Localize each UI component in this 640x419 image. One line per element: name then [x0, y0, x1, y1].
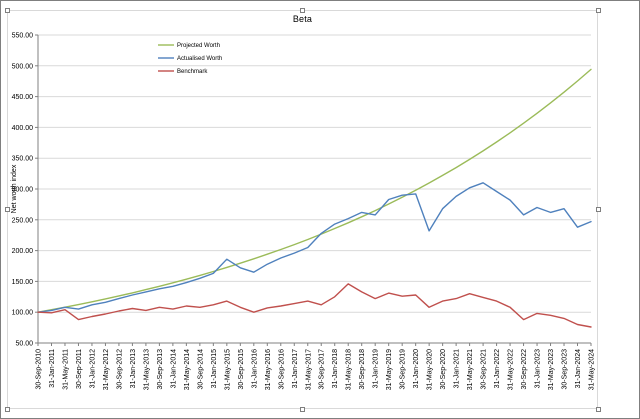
x-tick-label: 31-May-2011 [62, 349, 69, 390]
x-tick-label: 30-Sep-2011 [76, 349, 83, 389]
x-tick-label: 30-Sep-2015 [238, 349, 245, 390]
x-tick-label: 31-May-2024 [589, 349, 596, 390]
selection-handle[interactable] [595, 406, 601, 412]
y-tick-label: 100.00 [12, 310, 34, 317]
y-tick-label: 350.00 [12, 156, 34, 163]
x-tick-label: 31-May-2021 [467, 349, 474, 390]
x-tick-label: 31-Jan-2012 [89, 349, 96, 388]
x-tick-label: 31-Jan-2013 [130, 349, 137, 388]
selection-handle[interactable] [300, 406, 305, 412]
y-tick-label: 500.00 [12, 63, 34, 70]
x-tick-label: 31-Jan-2011 [49, 349, 56, 388]
x-tick-label: 31-May-2018 [346, 349, 353, 390]
x-tick-label: 30-Sep-2018 [359, 349, 366, 390]
x-tick-label: 30-Sep-2013 [157, 349, 164, 390]
x-tick-label: 31-Jan-2018 [332, 349, 339, 388]
x-tick-label: 31-May-2022 [508, 349, 515, 390]
x-tick-label: 31-May-2023 [548, 349, 555, 390]
x-tick-label: 31-Jan-2023 [535, 349, 542, 388]
x-tick-label: 31-May-2017 [305, 349, 312, 390]
selection-handle[interactable] [300, 7, 305, 13]
x-tick-label: 31-May-2014 [184, 349, 191, 390]
chart-title[interactable]: Beta [292, 14, 313, 24]
chart-area[interactable]: Beta 50.00 100.00 150.00 200.00 250.00 300.00… [7, 10, 598, 409]
y-tick-label: 300.00 [12, 187, 34, 194]
selection-handle[interactable] [4, 207, 10, 212]
x-tick-label: 31-May-2015 [224, 349, 231, 390]
x-tick-label: 31-Jan-2015 [211, 349, 218, 388]
legend-label: Actualised Worth [177, 56, 222, 62]
x-tick-label: 30-Sep-2019 [400, 349, 407, 390]
legend[interactable]: Projected Worth Actualised Worth Benchmark [158, 43, 222, 75]
x-tick-label: 31-Jan-2017 [292, 349, 299, 388]
x-tick-label: 30-Sep-2016 [278, 349, 285, 390]
legend-label: Benchmark [177, 69, 208, 75]
y-tick-label: 50.00 [15, 341, 33, 348]
x-tick-label: 30-Sep-2020 [440, 349, 447, 390]
y-tick-label: 200.00 [12, 248, 34, 255]
x-tick-label: 31-Jan-2019 [373, 349, 380, 388]
x-tick-label: 31-May-2020 [427, 349, 434, 390]
selection-handle[interactable] [4, 406, 10, 412]
y-tick-label: 250.00 [12, 217, 34, 224]
series-actualised-worth[interactable] [37, 182, 592, 313]
legend-label: Projected Worth [177, 43, 220, 49]
x-tick-label: 31-Jan-2014 [170, 349, 177, 388]
x-tick-label: 31-Jan-2016 [251, 349, 258, 388]
x-tick-label: 31-May-2016 [265, 349, 272, 390]
y-axis-title[interactable]: Net worth index [11, 164, 18, 213]
x-tick-label: 31-Jan-2022 [494, 349, 501, 388]
x-tick-label: 30-Sep-2014 [197, 349, 204, 390]
x-tick-label: 30-Sep-2022 [521, 349, 528, 390]
x-tick-label: 31-Jan-2020 [413, 349, 420, 388]
y-tick-label: 450.00 [12, 94, 34, 101]
series-benchmark[interactable] [37, 283, 592, 328]
x-tick-label: 30-Sep-2010 [36, 349, 43, 390]
selection-handle[interactable] [595, 7, 601, 13]
x-tick-label: 31-Jan-2024 [575, 349, 582, 388]
x-tick-label: 30-Sep-2023 [562, 349, 569, 390]
chart-svg: 50.00 100.00 150.00 200.00 250.00 300.00 350.0… [11, 33, 596, 391]
x-tick-label: 30-Sep-2017 [319, 349, 326, 390]
y-tick-label: 550.00 [12, 33, 34, 40]
selection-handle[interactable] [4, 7, 10, 13]
y-tick-label: 400.00 [12, 125, 34, 132]
x-tick-label: 31-May-2019 [386, 349, 393, 390]
x-tick-label: 31-May-2012 [103, 349, 110, 390]
x-tick-label: 30-Sep-2021 [481, 349, 488, 390]
selection-handle[interactable] [595, 207, 601, 212]
x-tick-label: 30-Sep-2012 [116, 349, 123, 390]
series-projected-worth[interactable] [37, 68, 592, 313]
x-tick-label: 31-May-2013 [143, 349, 150, 390]
y-tick-label: 150.00 [12, 279, 34, 286]
x-tick-label: 31-Jan-2021 [454, 349, 461, 388]
